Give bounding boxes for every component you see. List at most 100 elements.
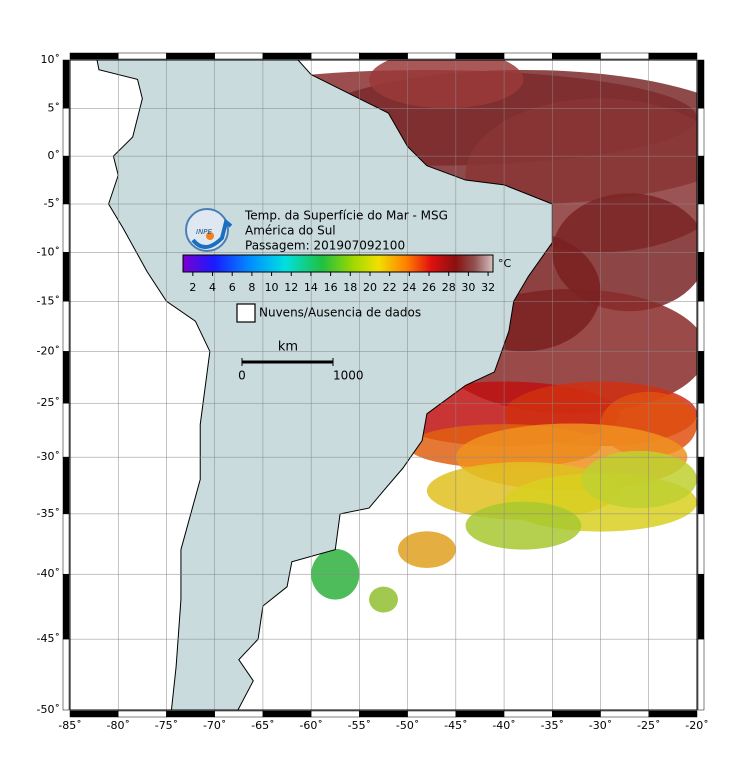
sst-patch: [581, 450, 697, 509]
frame-segment: [552, 52, 601, 60]
colorbar-tick-label: 28: [442, 281, 456, 294]
colorbar-tick-label: 12: [284, 281, 298, 294]
frame-segment: [310, 52, 360, 60]
x-tick-label: -45˚: [444, 719, 467, 732]
colorbar-tick-label: 32: [481, 281, 495, 294]
frame-segment: [262, 52, 312, 60]
frame-segment: [62, 456, 70, 515]
frame-segment: [697, 402, 705, 458]
y-tick-label: -35˚: [37, 507, 60, 520]
scale-title: km: [278, 340, 298, 355]
frame-segment: [262, 710, 312, 718]
frame-segment: [503, 710, 553, 718]
frame-segment: [69, 710, 119, 718]
logo-text: INPE: [196, 228, 213, 236]
frame-segment: [359, 52, 408, 60]
logo-sun: [206, 232, 214, 240]
frame-segment: [62, 301, 70, 352]
colorbar-tick-label: 8: [248, 281, 255, 294]
frame-segment: [117, 52, 167, 60]
colorbar-tick-label: 6: [229, 281, 236, 294]
y-tick-label: -5˚: [44, 197, 60, 210]
frame-segment: [697, 351, 705, 404]
frame-segment: [600, 52, 650, 60]
x-tick-label: -40˚: [492, 719, 515, 732]
frame-segment: [407, 52, 457, 60]
frame-segment: [166, 710, 215, 718]
frame-segment: [697, 155, 705, 205]
y-tick-label: 10˚: [41, 53, 61, 66]
y-tick-label: 0˚: [48, 149, 61, 162]
colorbar-tick-label: 18: [343, 281, 357, 294]
colorbar-tick-label: 14: [304, 281, 318, 294]
frame-segment: [697, 573, 705, 640]
colorbar-unit: °C: [498, 257, 512, 270]
x-tick-label: -20˚: [685, 719, 708, 732]
frame-segment: [62, 573, 70, 640]
x-tick-label: -50˚: [396, 719, 419, 732]
frame-segment: [697, 108, 705, 157]
x-tick-label: -55˚: [348, 719, 371, 732]
x-tick-label: -65˚: [251, 719, 274, 732]
y-tick-label: -20˚: [37, 344, 60, 357]
y-tick-label: -25˚: [37, 396, 60, 409]
frame-segment: [214, 52, 264, 60]
frame-segment: [69, 52, 119, 60]
frame-segment: [648, 710, 698, 718]
frame: [69, 59, 698, 711]
frame-segment: [62, 513, 70, 575]
frame-segment: [455, 52, 505, 60]
y-tick-label: -50˚: [37, 703, 60, 716]
frame-segment: [62, 351, 70, 404]
sst-patch: [369, 586, 398, 613]
frame-segment: [697, 638, 705, 711]
frame-segment: [407, 710, 457, 718]
colorbar-tick-label: 2: [189, 281, 196, 294]
frame-segment: [117, 710, 167, 718]
y-tick-label: 5˚: [48, 101, 61, 114]
frame-segment: [62, 252, 70, 302]
y-tick-label: -10˚: [37, 245, 60, 258]
frame-segment: [62, 402, 70, 458]
y-tick-label: -30˚: [37, 450, 60, 463]
x-tick-label: -70˚: [203, 719, 226, 732]
frame-segment: [214, 710, 264, 718]
no-data-swatch: [236, 303, 256, 323]
no-data-label: Nuvens/Ausencia de dados: [259, 306, 421, 320]
frame-segment: [697, 59, 705, 109]
frame-segment: [62, 59, 70, 109]
logo: INPE: [185, 208, 233, 252]
y-tick-label: -40˚: [37, 567, 60, 580]
frame-segment: [359, 710, 408, 718]
colorbar-tick-label: 4: [209, 281, 216, 294]
x-tick-label: -60˚: [299, 719, 322, 732]
title-line: Passagem: 201907092100: [245, 239, 405, 253]
x-tick-label: -85˚: [58, 719, 81, 732]
scale-tick-label: 0: [238, 369, 246, 383]
title-line: América do Sul: [245, 224, 336, 238]
colorbar-tick-label: 16: [324, 281, 338, 294]
title-line: Temp. da Superfície do Mar - MSG: [244, 209, 448, 223]
logo-swirl: [191, 218, 233, 249]
scale-tick-label: 1000: [333, 369, 364, 383]
frame-segment: [552, 710, 601, 718]
map-body: [70, 60, 697, 710]
frame-segment: [62, 155, 70, 205]
frame-segment: [697, 301, 705, 352]
x-tick-label: -35˚: [541, 719, 564, 732]
frame-segment: [62, 638, 70, 711]
frame-segment: [697, 456, 705, 515]
frame-segment: [697, 203, 705, 253]
y-tick-label: -45˚: [37, 632, 60, 645]
frame-segment: [648, 52, 698, 60]
frame-segment: [697, 252, 705, 302]
colorbar-tick-label: 24: [402, 281, 416, 294]
x-tick-label: -75˚: [155, 719, 178, 732]
y-tick-label: -15˚: [37, 294, 60, 307]
frame-segment: [455, 710, 505, 718]
x-tick-label: -80˚: [106, 719, 129, 732]
frame-segment: [600, 710, 650, 718]
colorbar-tick-label: 22: [383, 281, 397, 294]
sst-patch: [397, 531, 456, 568]
frame-segment: [62, 108, 70, 157]
